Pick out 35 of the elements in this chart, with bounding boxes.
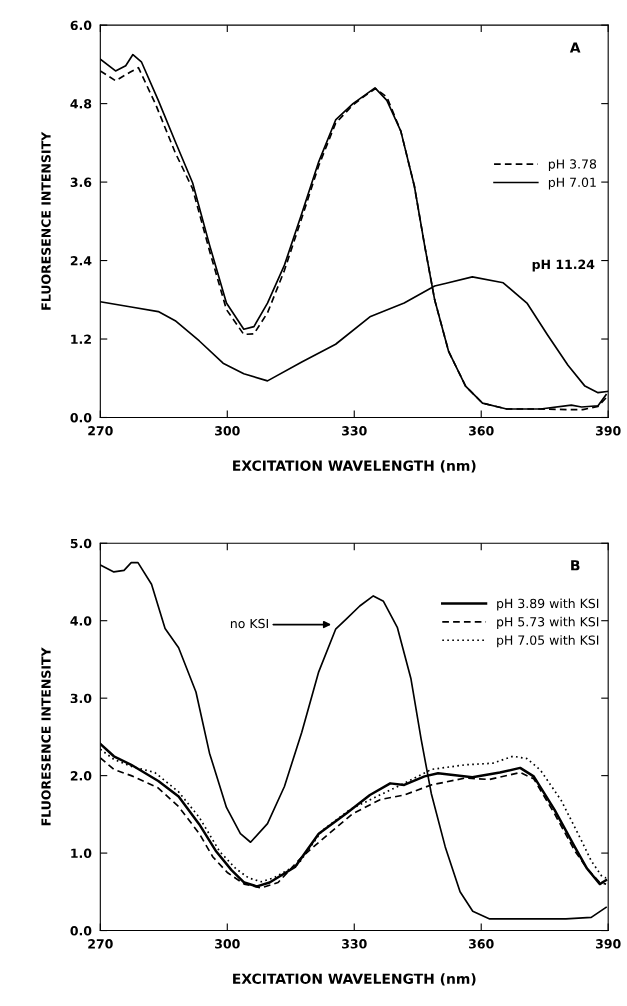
y-tick-label: 2.0 (70, 771, 92, 781)
y-tick-label: 1.0 (71, 848, 92, 859)
x-tick-label: 360 (469, 939, 494, 949)
annotation: no KSI (230, 618, 268, 629)
annotation: A (569, 42, 581, 53)
legend-label: pH 5.73 with KSI (497, 616, 599, 629)
y-tick-label: 2.4 (70, 256, 92, 266)
legend-label: pH 7.05 with KSI (497, 635, 599, 648)
x-axis-title: EXCITATION WAVELENGTH (nm) (233, 973, 476, 986)
x-tick-label: 270 (88, 426, 113, 436)
y-tick-label: 4.0 (70, 616, 92, 626)
y-tick-label: 1.2 (71, 334, 91, 344)
annotation: B (571, 560, 580, 571)
legend-label: pH 3.78 (548, 159, 597, 172)
legend-label: pH 7.01 (548, 177, 596, 190)
legend-label: pH 3.89 with KSI (497, 598, 599, 611)
x-tick-label: 390 (595, 426, 621, 436)
y-axis-title: FLUORESENCE INTENSITY (41, 647, 51, 826)
y-tick-label: 0.0 (70, 412, 92, 423)
x-tick-label: 360 (469, 426, 494, 436)
x-tick-label: 330 (342, 426, 367, 436)
x-tick-label: 300 (215, 939, 240, 949)
y-axis-title: FLUORESENCE INTENSITY (41, 131, 51, 310)
y-tick-label: 6.0 (70, 20, 92, 31)
x-tick-label: 300 (215, 426, 240, 436)
y-tick-label: 3.6 (70, 177, 92, 188)
x-tick-label: 270 (88, 939, 113, 949)
x-axis-title: EXCITATION WAVELENGTH (nm) (233, 460, 476, 473)
y-tick-label: 4.8 (70, 99, 92, 109)
y-tick-label: 0.0 (70, 926, 92, 936)
y-tick-label: 5.0 (70, 538, 92, 549)
x-tick-label: 390 (595, 939, 621, 949)
y-tick-label: 3.0 (70, 693, 92, 704)
annotation: pH 11.24 (532, 259, 595, 272)
x-tick-label: 330 (342, 939, 367, 949)
